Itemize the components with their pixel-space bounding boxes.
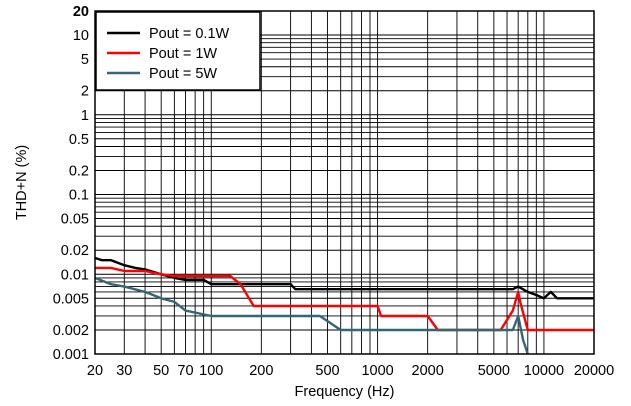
y-tick-label: 10 <box>73 28 89 44</box>
x-tick-label: 500 <box>315 363 339 379</box>
x-tick-label: 1000 <box>361 363 393 379</box>
y-tick-label: 0.005 <box>53 291 89 307</box>
series-line-1 <box>94 256 594 300</box>
y-axis-label: THD+N (%) <box>14 145 30 220</box>
legend-label: Pout = 0.1W <box>149 26 230 42</box>
x-tick-label: 200 <box>249 363 273 379</box>
x-tick-labels: 20 30 50 70 100 200 500 1000 2000 5000 10000 20000 <box>87 363 614 379</box>
x-tick-label: 10000 <box>524 363 564 379</box>
x-tick-label: 100 <box>199 363 223 379</box>
y-tick-label: 0.01 <box>61 267 89 283</box>
x-tick-label: 70 <box>177 363 193 379</box>
x-tick-label: 20000 <box>574 363 614 379</box>
x-tick-label: 20 <box>87 363 103 379</box>
y-tick-label: 0.2 <box>69 163 89 179</box>
y-tick-label: 0.05 <box>61 212 89 228</box>
x-tick-label: 30 <box>116 363 132 379</box>
legend: Pout = 0.1W Pout = 1W Pout = 5W <box>95 11 261 91</box>
y-tick-label: 5 <box>81 52 89 68</box>
plot-frame <box>94 10 595 355</box>
y-tick-label: 0.001 <box>53 347 89 363</box>
legend-box <box>95 11 261 91</box>
legend-label: Pout = 5W <box>149 66 217 82</box>
y-tick-label: 0.02 <box>61 243 89 259</box>
x-tick-label: 2000 <box>412 363 444 379</box>
series-line-2 <box>95 266 594 332</box>
y-tick-label: 1 <box>81 108 89 124</box>
y-tick-label: 20 <box>73 4 89 20</box>
y-tick-label: 2 <box>81 84 89 100</box>
y-tick-labels: 0.001 0.002 0.005 0.01 0.02 0.05 0.1 0.2 0.5 1 2 5 1… <box>53 4 89 363</box>
x-tick-label: 50 <box>153 363 169 379</box>
y-tick-label: 0.5 <box>69 132 89 148</box>
x-axis-label: Frequency (Hz) <box>295 384 395 400</box>
series-line-3 <box>94 276 529 355</box>
series-layer <box>94 256 594 355</box>
legend-label: Pout = 1W <box>149 46 217 62</box>
x-tick-label: 5000 <box>478 363 510 379</box>
y-tick-label: 0.1 <box>69 188 89 204</box>
y-tick-label: 0.002 <box>53 323 89 339</box>
